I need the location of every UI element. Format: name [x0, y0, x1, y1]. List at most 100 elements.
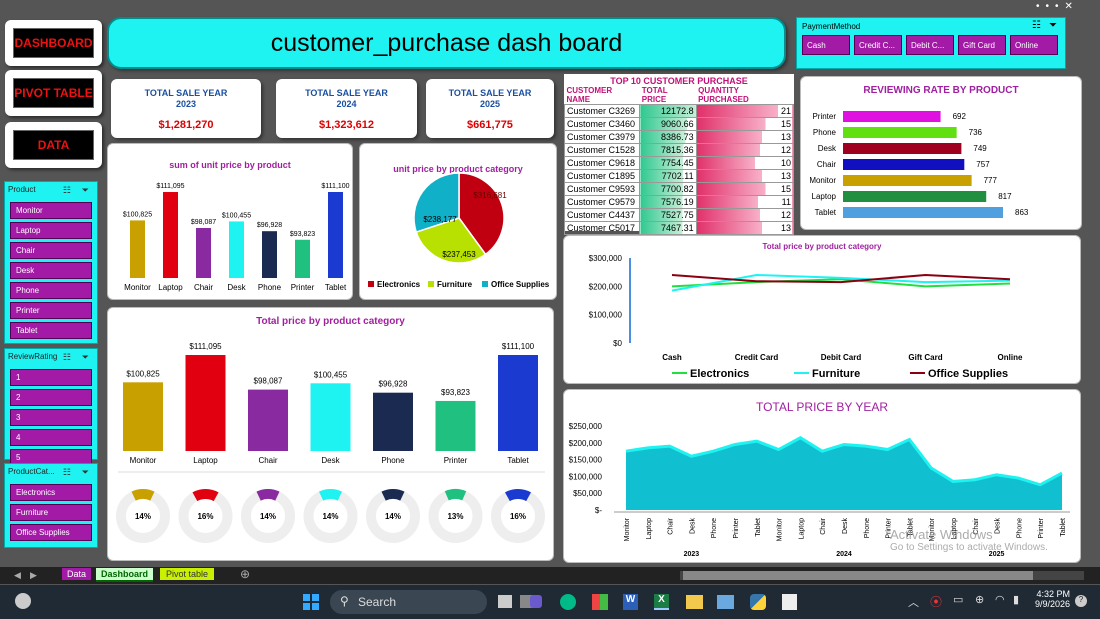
window-controls[interactable]: •••✕: [1036, 1, 1079, 12]
kpi-value: $1,323,612: [318, 119, 375, 131]
slicer-item[interactable]: 1: [10, 369, 92, 386]
product-category-slicer[interactable]: ProductCat... ☷ ⏷ Electronics Furniture Offi…: [4, 463, 98, 548]
taskbar-search[interactable]: ⚲ Search: [330, 590, 487, 614]
slicer-item[interactable]: 4: [10, 429, 92, 446]
y-tick-label: $100,000: [589, 311, 623, 320]
dashboard-nav-button[interactable]: DASHBOARD: [5, 20, 102, 66]
slicer-item[interactable]: 3: [10, 409, 92, 426]
horizontal-scrollbar[interactable]: [680, 571, 1084, 580]
x-tick-label: Cash: [662, 353, 682, 362]
bar: [130, 220, 145, 278]
payment-slicer-item[interactable]: Gift Card: [958, 35, 1006, 55]
bar: [229, 221, 244, 278]
tick-label: Tablet: [815, 208, 837, 217]
weather-icon[interactable]: [15, 593, 31, 609]
tab-data[interactable]: Data: [62, 568, 92, 580]
customer-name-cell: Customer C1528: [563, 143, 641, 157]
clear-filter-icon[interactable]: ⏷: [1049, 20, 1057, 31]
wifi-icon[interactable]: ◠: [995, 594, 1005, 606]
customer-name-cell: Customer C4437: [563, 208, 641, 222]
legend-label: Furniture: [437, 280, 473, 289]
task-view-icon[interactable]: [498, 595, 512, 608]
chart-title: REVIEWING RATE BY PRODUCT: [863, 85, 1019, 96]
kpi-label: TOTAL SALE YEAR 2025: [448, 88, 532, 109]
x-tick-label: Credit Card: [735, 353, 779, 362]
folder-icon[interactable]: [686, 595, 703, 609]
payment-method-slicer[interactable]: PaymentMethod ☷ ⏷ Cash Credit C... Debit C…: [796, 17, 1066, 69]
quantity-cell: 13: [695, 130, 795, 144]
product-slicer[interactable]: Product ☷ ⏷ Monitor Laptop Chair Desk Phone Pri…: [4, 181, 98, 344]
display-icon[interactable]: ▭: [953, 594, 964, 606]
x-tick-label: Desk: [689, 518, 696, 534]
data-label: 736: [969, 128, 983, 137]
legend-label: Electronics: [690, 368, 749, 380]
slicer-item[interactable]: Laptop: [10, 222, 92, 239]
slicer-item[interactable]: Furniture: [10, 504, 92, 521]
slicer-item[interactable]: Monitor: [10, 202, 92, 219]
language-icon[interactable]: ⊕: [975, 594, 985, 606]
data-label: 777: [984, 176, 998, 185]
multi-select-icon[interactable]: ☷: [62, 185, 71, 195]
slicer-item[interactable]: Tablet: [10, 322, 92, 339]
tab-pivot-table[interactable]: Pivot table: [160, 568, 215, 580]
quantity-cell: 15: [695, 117, 795, 131]
slicer-item[interactable]: 2: [10, 389, 92, 406]
clear-filter-icon[interactable]: ⏷: [81, 352, 89, 362]
teams-icon[interactable]: [530, 595, 542, 608]
chart-title: Total price by product category: [762, 242, 882, 251]
payment-slicer-item[interactable]: Cash: [802, 35, 850, 55]
data-label: $100,825: [126, 369, 160, 378]
slicer-item[interactable]: Printer: [10, 302, 92, 319]
tick-label: Phone: [813, 128, 837, 137]
tab-dashboard[interactable]: Dashboard: [96, 568, 154, 582]
calendar-app-icon[interactable]: [782, 594, 797, 610]
bar: [843, 143, 962, 154]
slicer-item[interactable]: Electronics: [10, 484, 92, 501]
scroll-right-icon[interactable]: ▶: [30, 570, 37, 580]
clear-filter-icon[interactable]: ⏷: [81, 467, 89, 477]
clear-filter-icon[interactable]: ⏷: [81, 185, 89, 195]
bar: [843, 111, 941, 122]
payment-slicer-item[interactable]: Credit C...: [854, 35, 902, 55]
bar: [843, 175, 972, 186]
start-button[interactable]: [303, 594, 319, 610]
multi-select-icon[interactable]: ☷: [62, 352, 71, 362]
customer-name-cell: Customer C3979: [563, 130, 641, 144]
add-sheet-icon[interactable]: ⊕: [240, 567, 251, 581]
kpi-value: $1,281,270: [158, 119, 214, 131]
camera-icon[interactable]: ⦿: [930, 595, 943, 609]
multi-select-icon[interactable]: ☷: [1032, 20, 1041, 31]
total-price-cell: 7527.75: [639, 208, 697, 222]
python-icon[interactable]: [750, 594, 766, 610]
column-header: CUSTOMER NAME: [566, 86, 613, 104]
photos-icon[interactable]: [717, 595, 734, 609]
table-row: Customer C9593 7700.82 15: [563, 182, 795, 196]
slicer-item[interactable]: Chair: [10, 242, 92, 259]
battery-icon[interactable]: ▮: [1013, 594, 1020, 606]
chevron-up-icon[interactable]: ︿: [908, 597, 919, 609]
word-icon[interactable]: W: [623, 594, 638, 610]
clock[interactable]: 4:32 PM 9/9/2026: [1030, 589, 1070, 609]
payment-slicer-item[interactable]: Debit C...: [906, 35, 954, 55]
donut-label: 16%: [510, 512, 526, 521]
notification-icon[interactable]: ?: [1075, 595, 1087, 607]
bar: [373, 392, 413, 451]
pivot-table-nav-button[interactable]: PIVOT TABLE: [5, 70, 102, 116]
donut-label: 14%: [135, 512, 151, 521]
multi-select-icon[interactable]: ☷: [62, 467, 71, 477]
edge-icon[interactable]: [560, 594, 576, 610]
y-tick-label: $0: [613, 339, 622, 348]
table-row: Customer C1528 7815.36 12: [563, 143, 795, 157]
payment-slicer-item[interactable]: Online: [1010, 35, 1058, 55]
tick-label: Monitor: [124, 283, 151, 292]
scroll-left-icon[interactable]: ◀: [14, 570, 21, 580]
excel-icon[interactable]: X: [654, 594, 669, 610]
total-price-cell: 7576.19: [639, 195, 697, 209]
data-nav-button[interactable]: DATA: [5, 122, 102, 168]
slicer-item[interactable]: Desk: [10, 262, 92, 279]
slicer-item[interactable]: Office Supplies: [10, 524, 92, 541]
store-icon[interactable]: [592, 594, 608, 610]
slicer-item[interactable]: Phone: [10, 282, 92, 299]
chart-title: sum of unit price by product: [169, 160, 291, 170]
